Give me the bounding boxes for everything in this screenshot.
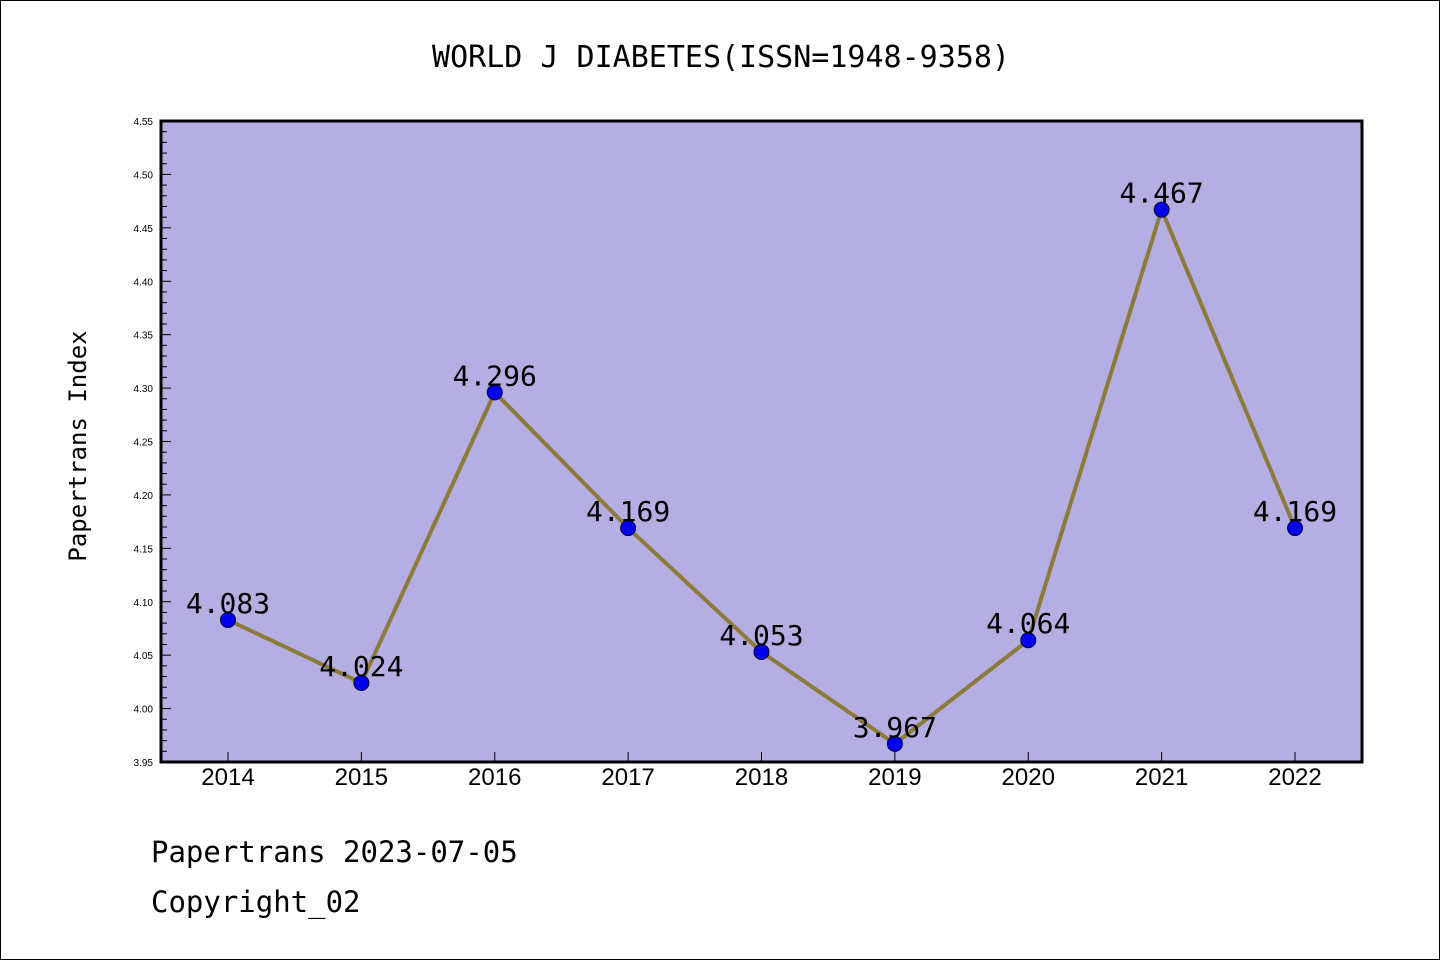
data-label: 4.169 xyxy=(1253,495,1337,528)
x-tick-label: 2019 xyxy=(868,764,921,791)
y-tick-label: 4.55 xyxy=(134,117,154,128)
x-tick-label: 2014 xyxy=(201,764,254,791)
data-point xyxy=(886,735,903,752)
x-tick-label: 2020 xyxy=(1002,764,1055,791)
x-tick-label: 2022 xyxy=(1268,764,1321,791)
data-point xyxy=(1153,201,1170,218)
data-label: 4.083 xyxy=(186,587,270,620)
data-label: 4.169 xyxy=(586,495,670,528)
data-label: 4.064 xyxy=(986,607,1070,640)
data-label-group: 4.083 4.024 4.296 4.169 4.053 3.967 4.064 4.467… xyxy=(186,177,1337,744)
data-point xyxy=(753,643,770,660)
y-tick-label: 4.40 xyxy=(134,277,154,288)
series-marker-group xyxy=(220,201,1303,752)
chart-title: WORLD J DIABETES(ISSN=1948-9358) xyxy=(432,40,1010,75)
y-tick-label: 4.45 xyxy=(134,224,154,235)
x-tick-label: 2015 xyxy=(335,764,388,791)
data-point xyxy=(486,384,503,401)
y-tick-label: 4.50 xyxy=(134,170,154,181)
data-point xyxy=(353,674,370,691)
y-tick-label: 4.15 xyxy=(134,544,154,555)
x-tick-label: 2016 xyxy=(468,764,521,791)
data-label: 3.967 xyxy=(853,711,937,744)
x-tick-label: 2021 xyxy=(1135,764,1188,791)
y-tick-label: 4.35 xyxy=(134,331,154,342)
y-axis: 3.95 4.00 4.05 4.10 4.15 4.20 4.25 4.30 4.35 4.40… xyxy=(134,117,171,769)
y-tick-label: 4.05 xyxy=(134,651,154,662)
y-axis-label: Papertrans Index xyxy=(64,330,92,561)
data-label: 4.296 xyxy=(453,359,537,392)
y-tick-label: 4.20 xyxy=(134,491,154,502)
x-tick-label: 2018 xyxy=(735,764,788,791)
y-tick-label: 4.30 xyxy=(134,384,154,395)
data-point xyxy=(1287,520,1303,537)
x-tick-label: 2017 xyxy=(601,764,654,791)
data-point xyxy=(220,611,236,628)
y-tick-label: 4.00 xyxy=(134,705,154,716)
data-label: 4.053 xyxy=(719,619,803,652)
y-tick-label: 4.25 xyxy=(134,438,154,449)
x-axis: 2014 2015 2016 2017 2018 2019 2020 2021 2022 xyxy=(201,752,1322,791)
footer-date: Papertrans 2023-07-05 xyxy=(151,835,518,869)
data-label: 4.467 xyxy=(1119,177,1203,210)
data-label: 4.024 xyxy=(319,650,403,683)
data-point xyxy=(1020,632,1037,649)
data-point xyxy=(620,520,637,537)
y-tick-label: 4.10 xyxy=(134,598,154,609)
footer-copyright: Copyright_02 xyxy=(151,885,361,919)
y-tick-label: 3.95 xyxy=(134,758,154,769)
